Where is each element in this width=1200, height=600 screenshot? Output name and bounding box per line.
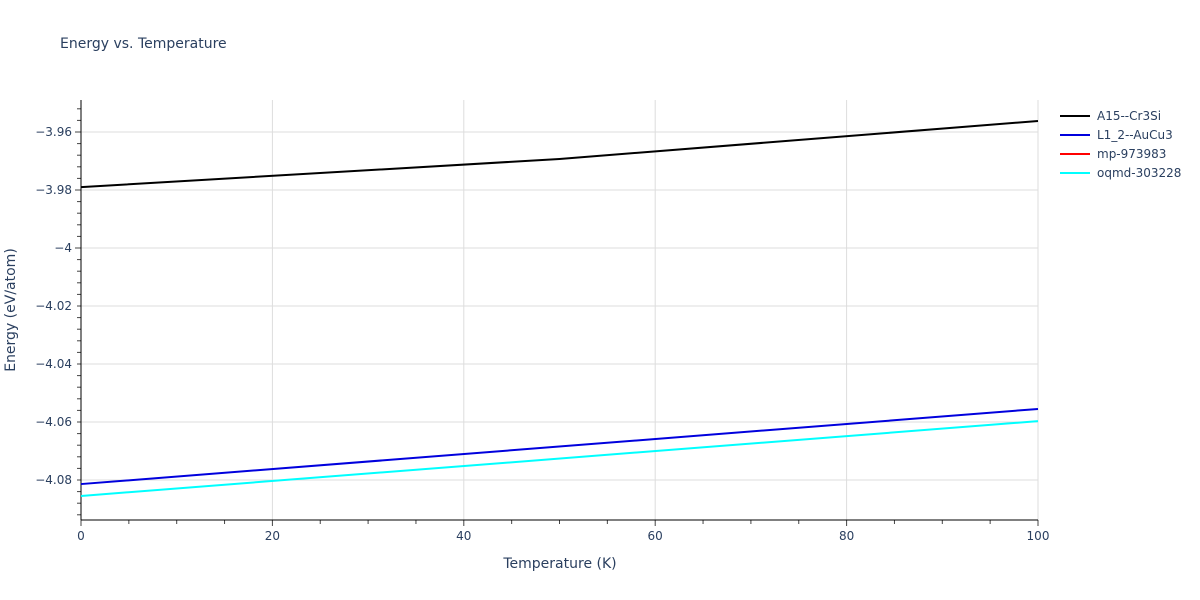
series-line[interactable] [80,119,1039,189]
legend-line-icon [1060,171,1090,174]
x-tick-label: 40 [456,529,471,543]
chart-title: Energy vs. Temperature [60,36,227,52]
x-tick-label: 80 [839,529,854,543]
series-line[interactable] [80,407,1039,486]
x-axis-title: Temperature (K) [502,556,616,572]
legend-item[interactable]: A15--Cr3Si [1060,106,1181,125]
x-tick-label: 20 [265,529,280,543]
y-tick-label: −4 [54,241,72,255]
legend-line-icon [1060,133,1090,136]
y-tick-label: −3.96 [35,125,72,139]
y-tick-label: −4.06 [35,415,72,429]
legend-item[interactable]: oqmd-303228 [1060,163,1181,182]
legend-line-icon [1060,114,1090,117]
legend-label: oqmd-303228 [1097,165,1182,180]
legend-item[interactable]: mp-973983 [1060,144,1181,163]
x-tick-label: 0 [77,529,85,543]
legend: A15--Cr3Si L1_2--AuCu3 mp-973983 oqmd-30322… [1060,106,1181,182]
legend-line-icon [1060,152,1090,155]
legend-label: A15--Cr3Si [1097,108,1162,123]
y-tick-label: −4.04 [35,357,72,371]
x-tick-label: 100 [1027,529,1050,543]
y-tick-label: −4.08 [35,473,72,487]
y-axis-title: Energy (eV/atom) [3,248,19,372]
y-tick-label: −3.98 [35,183,72,197]
x-tick-label: 60 [648,529,663,543]
legend-label: mp-973983 [1097,146,1167,161]
y-tick-label: −4.02 [35,299,72,313]
legend-item[interactable]: L1_2--AuCu3 [1060,125,1181,144]
legend-label: L1_2--AuCu3 [1097,127,1173,142]
series-line[interactable] [80,420,1039,497]
